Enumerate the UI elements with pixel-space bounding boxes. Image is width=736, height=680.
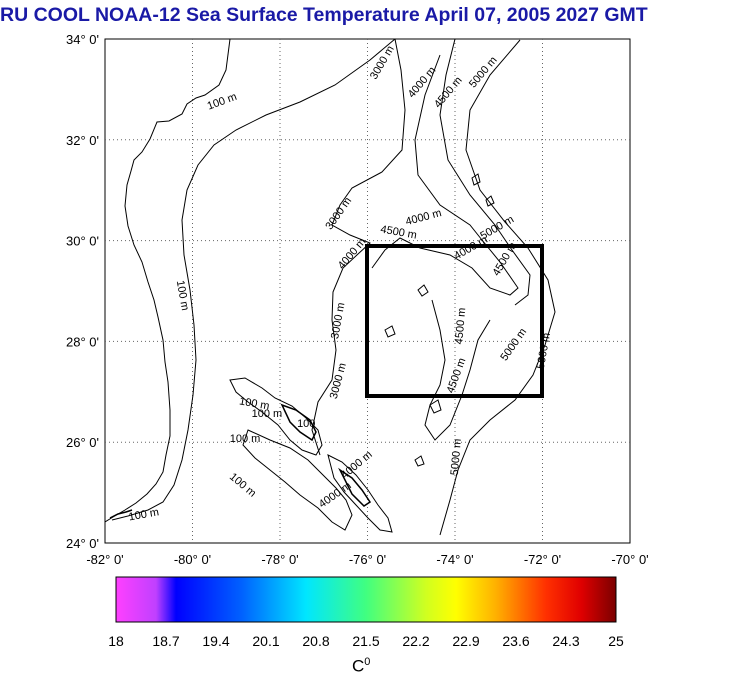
lon-label: -72° 0' [524,552,561,567]
lon-label: -80° 0' [174,552,211,567]
colorbar-unit: C0 [352,656,370,677]
contour-label: 100 m [230,433,261,445]
colorbar-tick-label: 23.6 [502,633,529,649]
colorbar-unit-sup: 0 [364,656,371,668]
study-area-box [365,244,544,398]
colorbar-tick-label: 22.2 [402,633,429,649]
isobath-100m [111,39,396,521]
isobath-3000m [311,39,406,456]
contour-label: 100 [297,418,315,430]
colorbar-ticks: 18 18.7 19.4 20.1 20.8 21.5 22.2 22.9 23.6 24.3 25 [108,633,624,649]
lon-label: -78° 0' [261,552,298,567]
bahamas-islands [109,403,372,519]
colorbar-tick-label: 19.4 [202,633,229,649]
lat-label: 30° 0' [66,234,99,249]
small-contours [384,173,495,467]
colorbar-tick-label: 18 [108,633,124,649]
lon-label: -74° 0' [436,552,473,567]
lon-label: -76° 0' [349,552,386,567]
lat-label: 26° 0' [66,435,99,450]
bahamas-banks [229,377,393,533]
contour-label: 100 m [238,395,270,412]
map-title: RU COOL NOAA-12 Sea Surface Temperature … [0,4,648,26]
lat-label: 28° 0' [66,334,99,349]
colorbar [115,576,617,623]
contour-label: 100 m [252,408,283,420]
lat-label: 32° 0' [66,133,99,148]
colorbar-tick-label: 20.8 [302,633,329,649]
lon-label: -82° 0' [86,552,123,567]
contour-label: 100 m [128,506,160,523]
isobath-5000m [439,39,556,536]
lon-label: -70° 0' [611,552,648,567]
isobath-4500m-inner [424,299,491,441]
lat-label: 34° 0' [66,32,99,47]
colorbar-tick-label: 21.5 [352,633,379,649]
lat-label: 24° 0' [66,536,99,551]
contour-label: 4500 m [453,307,468,345]
axis-labels: 34° 0' 32° 0' 30° 0' 28° 0' 26° 0' 24° 0'-82°… [66,32,649,567]
isobath-4500m [439,39,531,306]
contour-label: 5000 m [449,438,464,476]
florida-coastline [105,39,231,523]
colorbar-tick-label: 18.7 [152,633,179,649]
colorbar-tick-label: 22.9 [452,633,479,649]
colorbar-tick-label: 24.3 [552,633,579,649]
colorbar-unit-text: C [352,656,365,676]
colorbar-tick-label: 25 [608,633,624,649]
colorbar-tick-label: 20.1 [252,633,279,649]
contour-label: 100 m [174,279,191,311]
